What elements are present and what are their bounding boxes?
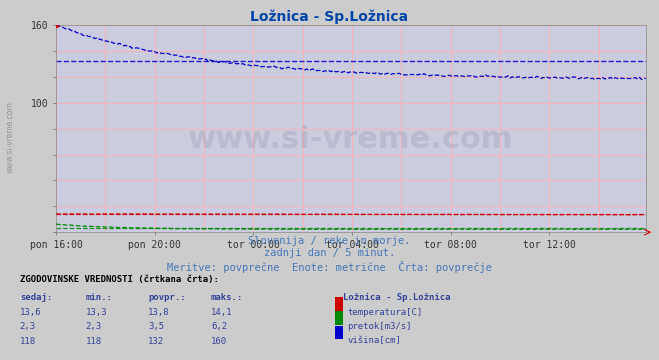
Text: Ložnica - Sp.Ložnica: Ložnica - Sp.Ložnica	[250, 9, 409, 23]
Text: www.si-vreme.com: www.si-vreme.com	[188, 125, 513, 154]
Text: www.si-vreme.com: www.si-vreme.com	[5, 101, 14, 173]
Text: 118: 118	[86, 337, 101, 346]
Text: zadnji dan / 5 minut.: zadnji dan / 5 minut.	[264, 248, 395, 258]
Text: Slovenija / reke in morje.: Slovenija / reke in morje.	[248, 236, 411, 246]
Text: višina[cm]: višina[cm]	[347, 337, 401, 346]
Text: 13,3: 13,3	[86, 308, 107, 317]
Text: 14,1: 14,1	[211, 308, 233, 317]
Text: 13,6: 13,6	[20, 308, 42, 317]
Text: 132: 132	[148, 337, 164, 346]
Text: sedaj:: sedaj:	[20, 293, 52, 302]
Text: min.:: min.:	[86, 293, 113, 302]
Text: 118: 118	[20, 337, 36, 346]
Text: 3,5: 3,5	[148, 322, 164, 331]
Text: 6,2: 6,2	[211, 322, 227, 331]
Text: 160: 160	[211, 337, 227, 346]
Text: temperatura[C]: temperatura[C]	[347, 308, 422, 317]
Text: povpr.:: povpr.:	[148, 293, 186, 302]
Text: Ložnica - Sp.Ložnica: Ložnica - Sp.Ložnica	[343, 293, 450, 302]
Text: 2,3: 2,3	[20, 322, 36, 331]
Text: pretok[m3/s]: pretok[m3/s]	[347, 322, 412, 331]
Text: 13,8: 13,8	[148, 308, 170, 317]
Text: 2,3: 2,3	[86, 322, 101, 331]
Text: Meritve: povprečne  Enote: metrične  Črta: povprečje: Meritve: povprečne Enote: metrične Črta:…	[167, 261, 492, 273]
Text: maks.:: maks.:	[211, 293, 243, 302]
Text: ZGODOVINSKE VREDNOSTI (črtkana črta):: ZGODOVINSKE VREDNOSTI (črtkana črta):	[20, 275, 219, 284]
